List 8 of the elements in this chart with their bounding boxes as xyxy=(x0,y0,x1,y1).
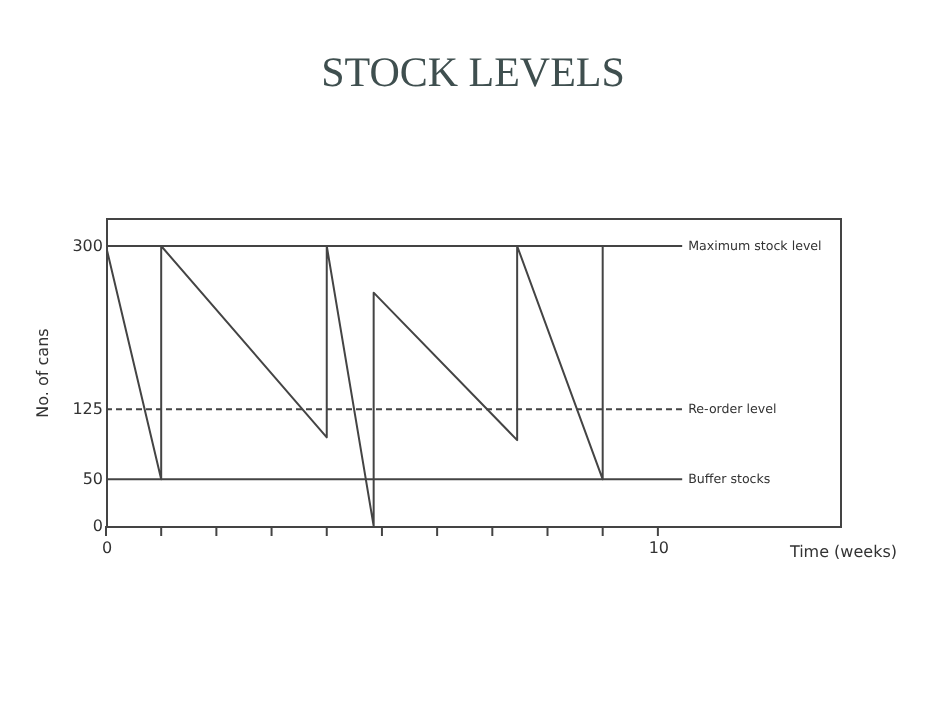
x-tick-label: 10 xyxy=(648,539,670,557)
chart-title: STOCK LEVELS xyxy=(321,48,625,96)
y-tick-label: 0 xyxy=(92,517,103,535)
x-axis-title: Time (weeks) xyxy=(787,543,897,561)
y-tick-label: 125 xyxy=(72,400,103,419)
y-axis-title: No. of cans xyxy=(34,328,53,418)
y-tick-label: 50 xyxy=(82,470,103,489)
y-tick-label: 300 xyxy=(72,237,103,255)
